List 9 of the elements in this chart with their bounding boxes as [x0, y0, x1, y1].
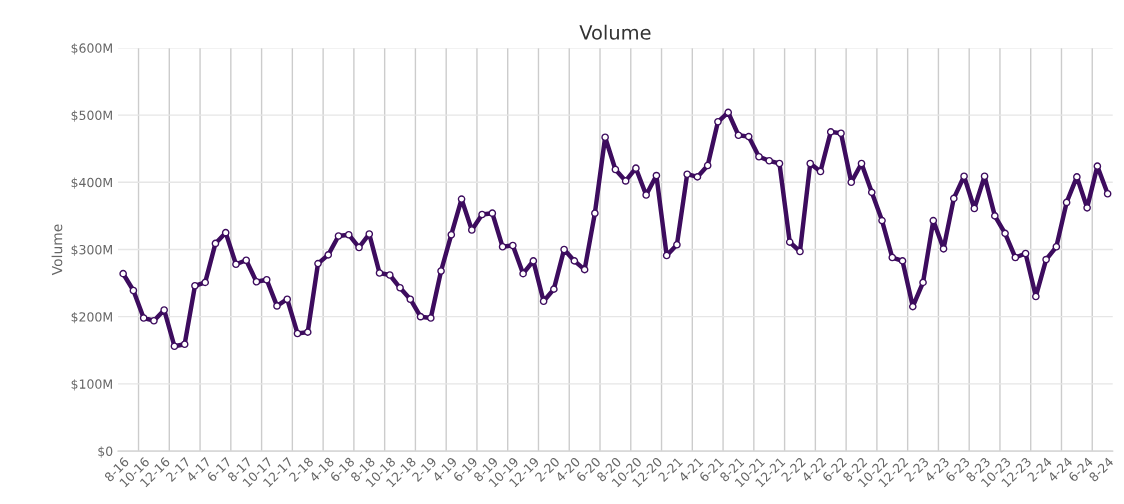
y-tick-label: $300M	[71, 244, 112, 257]
y-tick-label: $400M	[71, 177, 112, 189]
y-tick-label: $500M	[71, 110, 112, 122]
y-tick-label: $200M	[71, 311, 112, 324]
y-tick-label: $0	[98, 446, 113, 458]
y-tick-label: $600M	[71, 43, 112, 55]
y-axis-title: Volume	[51, 224, 63, 276]
chart-title: Volume	[579, 24, 651, 40]
y-tick-label: $100M	[71, 379, 112, 391]
